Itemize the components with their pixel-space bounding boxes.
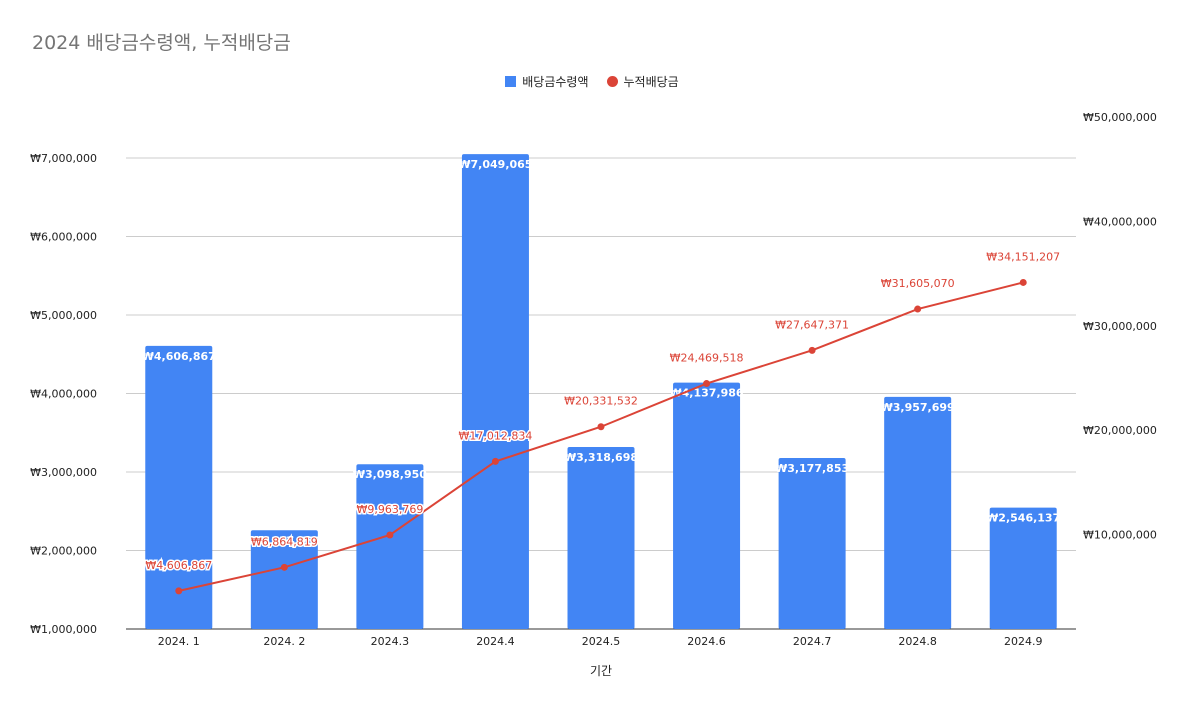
y-tick-label-left: ₩7,000,000 <box>30 152 97 165</box>
x-tick-label: 2024.4 <box>476 635 515 648</box>
legend-item-bars[interactable]: 배당금수령액 <box>505 73 589 90</box>
x-tick-label: 2024.8 <box>898 635 937 648</box>
legend-line-swatch <box>606 76 618 87</box>
bar <box>250 530 318 629</box>
bar <box>145 345 213 629</box>
bar <box>567 446 635 629</box>
bar-data-label: ₩4,137,986 <box>670 387 744 400</box>
bar <box>884 396 952 629</box>
x-tick-label: 2024.5 <box>582 635 621 648</box>
line-data-label: ₩9,963,769 <box>356 503 423 516</box>
y-tick-label-left: ₩4,000,000 <box>30 388 97 401</box>
line-data-label: ₩6,864,819 <box>251 535 318 548</box>
x-tick-label: 2024. 2 <box>263 635 305 648</box>
line-point <box>703 380 711 388</box>
x-axis-title: 기간 <box>590 664 612 678</box>
bar <box>356 464 424 629</box>
bar <box>461 154 529 630</box>
line-point <box>491 457 499 465</box>
line-data-label: ₩31,605,070 <box>881 277 955 290</box>
y-tick-label-right: ₩50,000,000 <box>1083 111 1157 124</box>
line-data-label: ₩4,606,867 <box>145 559 212 572</box>
y-tick-label-left: ₩5,000,000 <box>30 309 97 322</box>
line-point <box>1019 278 1027 286</box>
line-point <box>808 346 816 354</box>
line-data-label: ₩20,331,532 <box>564 395 638 408</box>
y-tick-label-left: ₩6,000,000 <box>30 231 97 244</box>
y-tick-label-right: ₩20,000,000 <box>1083 424 1157 437</box>
y-tick-label-right: ₩40,000,000 <box>1083 215 1157 228</box>
bar-data-label: ₩2,546,137 <box>986 512 1060 525</box>
y-tick-label-left: ₩1,000,000 <box>30 623 97 636</box>
bar <box>673 382 741 629</box>
bar <box>778 458 846 629</box>
x-tick-label: 2024.7 <box>793 635 832 648</box>
x-tick-label: 2024.6 <box>687 635 726 648</box>
legend: 배당금수령액 누적배당금 <box>0 73 1184 90</box>
bar-data-label: ₩2,257,952 <box>247 534 321 547</box>
legend-label: 누적배당금 <box>623 75 679 89</box>
bar <box>989 507 1057 629</box>
line-data-label: ₩27,647,371 <box>775 318 849 331</box>
line-data-label: ₩24,469,518 <box>670 352 744 365</box>
line-point <box>280 563 288 571</box>
bar-data-label: ₩3,098,950 <box>353 468 427 481</box>
line-data-label: ₩34,151,207 <box>986 250 1060 263</box>
legend-bar-swatch <box>505 76 517 87</box>
x-tick-label: 2024. 1 <box>158 635 200 648</box>
x-tick-label: 2024.9 <box>1004 635 1043 648</box>
y-tick-label-right: ₩10,000,000 <box>1083 529 1157 542</box>
x-tick-label: 2024.3 <box>371 635 410 648</box>
bar-data-label: ₩7,049,065 <box>458 158 532 171</box>
legend-item-line[interactable]: 누적배당금 <box>606 73 679 90</box>
line-point <box>386 531 394 539</box>
line-point <box>914 305 922 313</box>
y-tick-label-left: ₩3,000,000 <box>30 466 97 479</box>
chart-title: 2024 배당금수령액, 누적배당금 <box>32 32 291 54</box>
bar-data-label: ₩3,177,853 <box>775 462 849 475</box>
line-point <box>597 423 605 431</box>
y-tick-label-right: ₩30,000,000 <box>1083 320 1157 333</box>
line-data-label: ₩17,012,834 <box>459 429 533 442</box>
legend-label: 배당금수령액 <box>522 75 589 89</box>
bar-data-label: ₩4,606,867 <box>142 350 216 363</box>
bar-data-label: ₩3,318,698 <box>564 451 638 464</box>
y-tick-label-left: ₩2,000,000 <box>30 545 97 558</box>
line-point <box>175 587 183 595</box>
bar-data-label: ₩3,957,699 <box>881 401 955 414</box>
